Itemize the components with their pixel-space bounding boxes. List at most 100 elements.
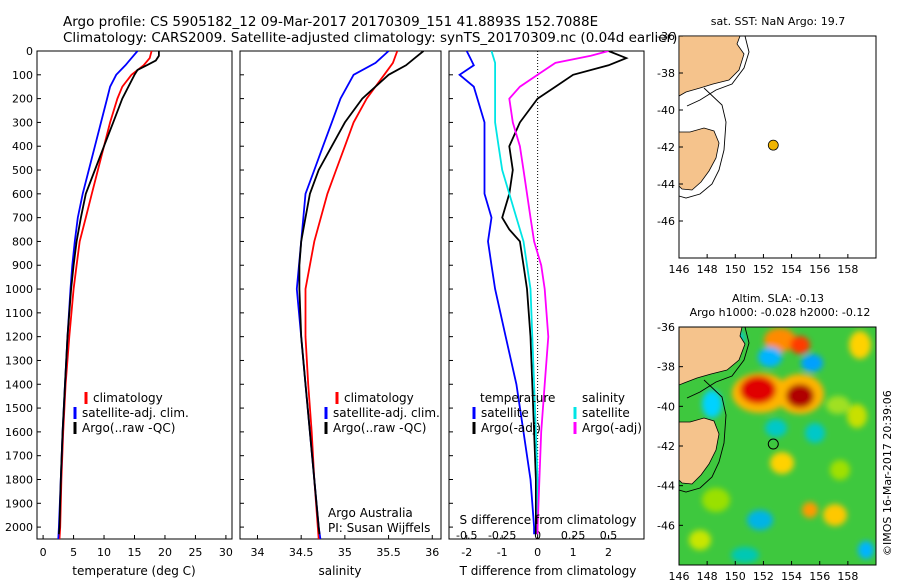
lat-tick-label: -40 xyxy=(657,104,675,117)
mainland-land xyxy=(678,35,745,97)
x-tick-label: 15 xyxy=(128,546,142,559)
sla-blob xyxy=(758,347,782,367)
s-difference-x-axis: -0.5 -0.25 0 0.25 0.5 xyxy=(456,529,617,542)
t-difference-axis-label: T difference from climatology xyxy=(459,564,637,578)
difference-legend: temperature salinity satellite Argo(-adj… xyxy=(472,391,642,435)
sla-map-subtitle: Argo h1000: -0.028 h2000: -0.12 xyxy=(690,306,871,319)
argo-float-marker xyxy=(767,139,779,151)
legend-title-temperature: temperature xyxy=(480,391,555,405)
temperature-axis-label: temperature (deg C) xyxy=(72,564,195,578)
depth-tick-label: 700 xyxy=(12,212,33,225)
depth-tick-label: 200 xyxy=(12,93,33,106)
series-line xyxy=(490,51,539,535)
depth-tick-label: 1300 xyxy=(5,354,33,367)
depth-tick-label: 500 xyxy=(12,164,33,177)
sla-blob xyxy=(740,376,776,404)
x-tick-label: 0 xyxy=(40,546,47,559)
sla-field xyxy=(689,328,874,563)
x-tick-label: 20 xyxy=(158,546,172,559)
sla-blob xyxy=(790,336,810,354)
sla-blob xyxy=(765,419,787,437)
lat-tick-label: -38 xyxy=(657,67,675,80)
depth-tick-label: 1000 xyxy=(5,283,33,296)
sla-blob xyxy=(826,396,850,414)
sst-map-title: sat. SST: NaN Argo: 19.7 xyxy=(711,15,845,28)
legend-label: satellite xyxy=(481,406,529,420)
argo-float-marker xyxy=(767,438,779,450)
sla-blob xyxy=(689,530,711,550)
depth-tick-label: 1400 xyxy=(5,378,33,391)
lon-tick-label: 156 xyxy=(809,570,830,580)
legend-label: climatology xyxy=(93,391,163,405)
imos-timestamp: ©IMOS 16-Mar-2017 20:39:06 xyxy=(881,390,894,556)
annotation-line1: Argo Australia xyxy=(328,506,413,520)
sla-blob xyxy=(702,488,730,512)
difference-panel xyxy=(448,50,645,540)
x-tick-label: 2 xyxy=(605,546,612,559)
lat-tick-label: -36 xyxy=(657,321,675,334)
s-difference-axis-label: S difference from climatology xyxy=(460,513,637,527)
x-tick-label: 25 xyxy=(188,546,202,559)
tasmania-land xyxy=(678,127,720,191)
lat-tick-label: -36 xyxy=(657,30,675,43)
sla-blob xyxy=(801,354,823,372)
legend-label: satellite xyxy=(582,406,630,420)
sla-blob xyxy=(764,328,796,352)
sla-blob xyxy=(849,331,871,359)
x-tick-label: 0 xyxy=(534,546,541,559)
lon-tick-label: 158 xyxy=(837,263,858,276)
sla-blob xyxy=(731,547,759,563)
depth-tick-label: 600 xyxy=(12,188,33,201)
sla-heatmap xyxy=(679,327,876,565)
depth-tick-label: 1700 xyxy=(5,450,33,463)
lon-tick-label: 154 xyxy=(781,263,802,276)
depth-tick-label: 1200 xyxy=(5,331,33,344)
sla-blob xyxy=(805,423,825,443)
lat-tick-label: -44 xyxy=(657,178,675,191)
x-tick-label: 34 xyxy=(250,546,264,559)
x-tick-label: 36 xyxy=(425,546,439,559)
mainland-land xyxy=(679,327,746,386)
lat-tick-label: -42 xyxy=(657,141,675,154)
bathymetry-contour xyxy=(678,35,750,199)
annotation-line2: PI: Susan Wijffels xyxy=(328,521,430,535)
series-line xyxy=(458,51,535,535)
sla-blob xyxy=(747,510,773,530)
salinity-x-axis: 34 34.5 35 35.5 36 xyxy=(250,535,439,559)
temperature-panel xyxy=(36,50,233,540)
temperature-legend: climatology satellite-adj. clim. Argo(..… xyxy=(73,391,189,435)
depth-tick-label: 300 xyxy=(12,116,33,129)
lon-tick-label: 150 xyxy=(725,570,746,580)
depth-tick-label: 1600 xyxy=(5,426,33,439)
salinity-legend: climatology satellite-adj. clim. Argo(..… xyxy=(324,391,440,535)
x-tick-label: 1 xyxy=(570,546,577,559)
x2-tick-label: -0.5 xyxy=(456,529,477,542)
sla-map-title: Altim. SLA: -0.13 xyxy=(732,292,824,305)
lat-tick-label: -40 xyxy=(657,400,675,413)
lon-tick-label: 146 xyxy=(669,570,690,580)
x-tick-label: 34.5 xyxy=(289,546,314,559)
sla-blob xyxy=(847,404,867,428)
header-subtitle: Climatology: CARS2009. Satellite-adjuste… xyxy=(63,30,677,46)
depth-tick-label: 100 xyxy=(12,69,33,82)
lat-tick-label: -38 xyxy=(657,361,675,374)
series-line xyxy=(298,51,425,535)
x-tick-label: 10 xyxy=(97,546,111,559)
sla-map-points xyxy=(767,438,779,450)
legend-label: Argo(..raw -QC) xyxy=(333,421,426,435)
lon-tick-label: 152 xyxy=(753,263,774,276)
bathymetry-contour xyxy=(679,327,750,493)
lat-tick-label: -42 xyxy=(657,440,675,453)
x-tick-label: 5 xyxy=(70,546,77,559)
lon-tick-label: 152 xyxy=(753,570,774,580)
legend-label: satellite-adj. clim. xyxy=(82,406,189,420)
depth-axis: 0 100 200 300 400 500 600 700 800 900 1000 1100 1200… xyxy=(5,45,453,534)
sla-blob xyxy=(770,452,794,474)
sla-map-axes: 146 148 150 152 154 156 158 -36 -38 -40 -42 -44 -46 xyxy=(657,321,858,580)
lon-tick-label: 146 xyxy=(669,263,690,276)
series-line xyxy=(508,51,609,535)
lon-tick-label: 156 xyxy=(809,263,830,276)
salinity-axis-label: salinity xyxy=(318,564,361,578)
sla-blob xyxy=(823,504,847,526)
